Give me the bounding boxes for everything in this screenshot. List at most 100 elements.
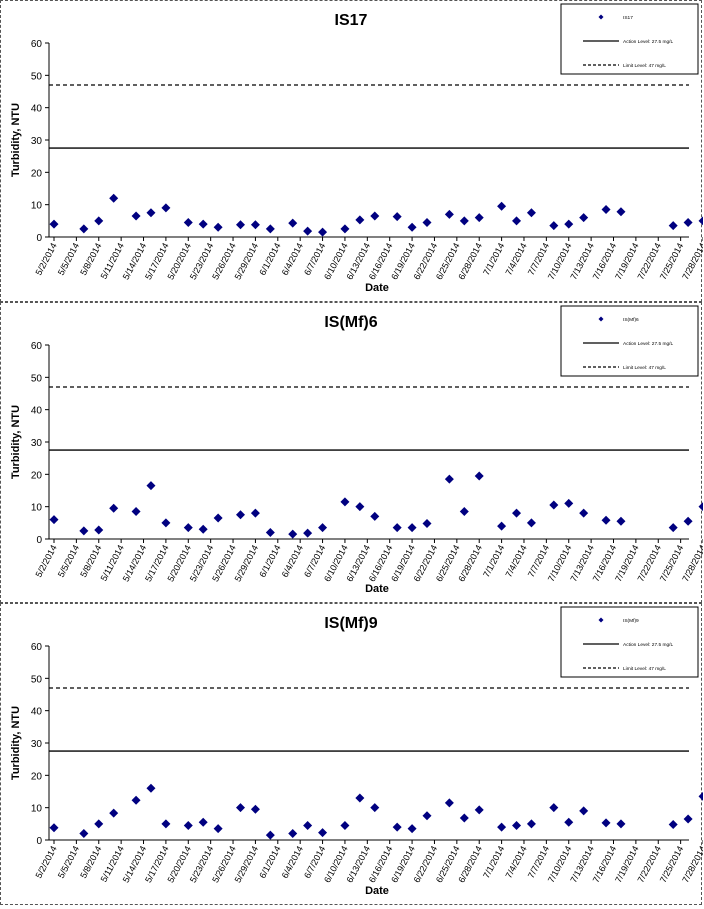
data-point (355, 215, 364, 224)
data-point (303, 227, 312, 236)
data-point (423, 218, 432, 227)
y-tick-label: 20 (31, 168, 43, 179)
data-point (393, 212, 402, 221)
x-tick-label: 7/7/2014 (526, 844, 551, 880)
data-point (161, 203, 170, 212)
data-point (50, 823, 59, 832)
chart-title: IS17 (335, 12, 368, 29)
data-point (266, 528, 275, 537)
data-point (669, 523, 678, 532)
data-point (408, 223, 417, 232)
x-tick-label: 6/7/2014 (302, 241, 327, 277)
x-tick-label: 6/4/2014 (280, 241, 305, 277)
x-tick-label: 5/2/2014 (33, 844, 58, 880)
data-point (512, 821, 521, 830)
y-tick-label: 0 (36, 836, 42, 847)
y-tick-label: 60 (31, 642, 43, 653)
data-point (564, 499, 573, 508)
data-point (549, 221, 558, 230)
data-point (146, 784, 155, 793)
data-point (214, 513, 223, 522)
data-point (445, 475, 454, 484)
data-point (199, 220, 208, 229)
y-tick-label: 60 (31, 341, 43, 352)
data-point (236, 510, 245, 519)
data-point (109, 504, 118, 513)
x-tick-label: 6/7/2014 (302, 844, 327, 880)
y-tick-label: 30 (31, 739, 43, 750)
x-axis-label: Date (365, 583, 389, 595)
data-point (79, 526, 88, 535)
data-point (475, 213, 484, 222)
legend-label: IS(Mf)6 (623, 317, 639, 323)
data-point (50, 220, 59, 229)
data-point (266, 224, 275, 233)
data-point (475, 805, 484, 814)
legend-label: Action Level: 27.5 mg/L (623, 341, 673, 347)
data-point (266, 831, 275, 840)
data-point (684, 814, 693, 823)
x-tick-label: 5/8/2014 (78, 241, 103, 277)
data-point (512, 216, 521, 225)
x-tick-label: 5/2/2014 (33, 543, 58, 579)
data-point (497, 522, 506, 531)
y-tick-label: 0 (36, 535, 42, 546)
data-point (460, 216, 469, 225)
data-point (94, 216, 103, 225)
y-tick-label: 40 (31, 104, 43, 115)
x-tick-label: 7/4/2014 (503, 844, 528, 880)
x-tick-label: 7/7/2014 (526, 241, 551, 277)
data-point (370, 803, 379, 812)
data-point (423, 519, 432, 528)
data-point (184, 523, 193, 532)
x-tick-label: 5/2/2014 (33, 241, 58, 277)
y-tick-label: 50 (31, 373, 43, 384)
data-point (527, 208, 536, 217)
legend-label: Limit Level: 47 mg/L (623, 63, 666, 69)
data-point (579, 806, 588, 815)
data-point (497, 202, 506, 211)
data-point (199, 818, 208, 827)
data-point (288, 219, 297, 228)
legend-label: IS17 (623, 15, 633, 21)
x-tick-label: 5/5/2014 (56, 543, 81, 579)
data-point (699, 216, 703, 225)
data-point (445, 210, 454, 219)
data-point (340, 224, 349, 233)
data-point (497, 823, 506, 832)
chart-title: IS(Mf)6 (324, 314, 377, 331)
data-point (340, 497, 349, 506)
data-point (370, 211, 379, 220)
y-axis-label: Turbidity, NTU (10, 103, 22, 177)
chart-svg: IS1701020304050605/2/20145/5/20145/8/201… (1, 1, 703, 301)
data-point (408, 523, 417, 532)
x-tick-label: 7/1/2014 (481, 844, 506, 880)
y-tick-label: 40 (31, 406, 43, 417)
data-point (527, 819, 536, 828)
data-point (109, 809, 118, 818)
x-tick-label: 6/4/2014 (280, 844, 305, 880)
data-point (214, 223, 223, 232)
x-tick-label: 5/5/2014 (56, 241, 81, 277)
data-point (699, 502, 703, 511)
x-axis-label: Date (365, 282, 389, 294)
x-tick-label: 6/1/2014 (257, 241, 282, 277)
data-point (460, 814, 469, 823)
data-point (684, 218, 693, 227)
data-point (236, 220, 245, 229)
y-axis-label: Turbidity, NTU (10, 706, 22, 780)
data-point (475, 471, 484, 480)
data-point (318, 523, 327, 532)
data-point (184, 218, 193, 227)
data-point (564, 818, 573, 827)
x-tick-label: 6/1/2014 (257, 844, 282, 880)
data-point (318, 828, 327, 837)
x-tick-label: 5/8/2014 (78, 844, 103, 880)
data-point (236, 803, 245, 812)
y-tick-label: 30 (31, 438, 43, 449)
data-point (393, 823, 402, 832)
y-tick-label: 50 (31, 71, 43, 82)
x-tick-label: 6/1/2014 (257, 543, 282, 579)
